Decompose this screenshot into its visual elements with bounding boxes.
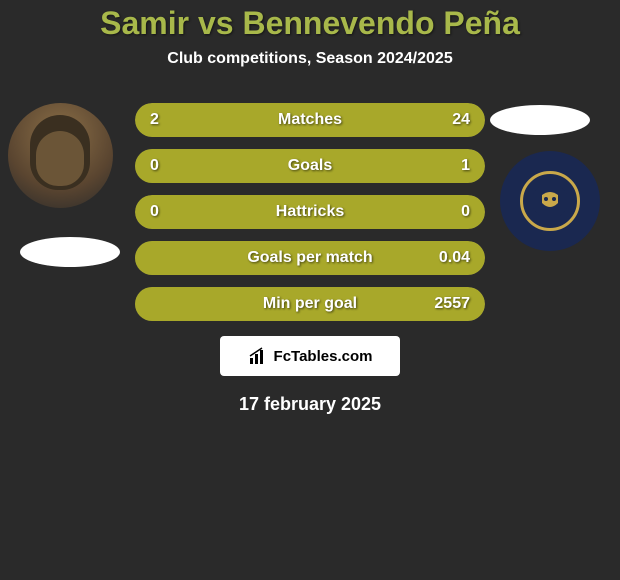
stat-label: Goals per match <box>247 249 372 267</box>
stat-value-left: 2 <box>150 111 159 129</box>
player-right-club-logo <box>500 151 600 251</box>
comparison-title: Samir vs Bennevendo Peña <box>0 5 620 42</box>
stat-value-left: 0 <box>150 203 159 221</box>
stat-value-right: 2557 <box>434 295 470 313</box>
stat-value-right: 1 <box>461 157 470 175</box>
stat-row: Goals per match 0.04 <box>135 241 485 275</box>
comparison-card: Samir vs Bennevendo Peña Club competitio… <box>0 0 620 580</box>
comparison-date: 17 february 2025 <box>0 394 620 415</box>
stat-value-right: 0.04 <box>439 249 470 267</box>
stat-value-left: 0 <box>150 157 159 175</box>
team-badge-right <box>490 105 590 135</box>
stat-value-right: 24 <box>452 111 470 129</box>
stat-label: Goals <box>288 157 332 175</box>
team-badge-left <box>20 237 120 267</box>
stat-row: Min per goal 2557 <box>135 287 485 321</box>
stat-row: 0 Goals 1 <box>135 149 485 183</box>
watermark-badge: FcTables.com <box>220 336 400 376</box>
stat-row: 0 Hattricks 0 <box>135 195 485 229</box>
stat-row: 2 Matches 24 <box>135 103 485 137</box>
stat-value-right: 0 <box>461 203 470 221</box>
stat-label: Matches <box>278 111 342 129</box>
stat-rows: 2 Matches 24 0 Goals 1 0 Hattricks 0 Goals per ma… <box>135 103 485 321</box>
watermark-text: FcTables.com <box>274 348 373 365</box>
stats-area: 2 Matches 24 0 Goals 1 0 Hattricks 0 Goals per ma… <box>0 103 620 321</box>
club-logo-icon <box>520 171 580 231</box>
player-left-avatar <box>8 103 113 208</box>
stat-label: Min per goal <box>263 295 357 313</box>
stat-label: Hattricks <box>276 203 344 221</box>
comparison-subtitle: Club competitions, Season 2024/2025 <box>0 50 620 68</box>
chart-icon <box>248 346 268 366</box>
